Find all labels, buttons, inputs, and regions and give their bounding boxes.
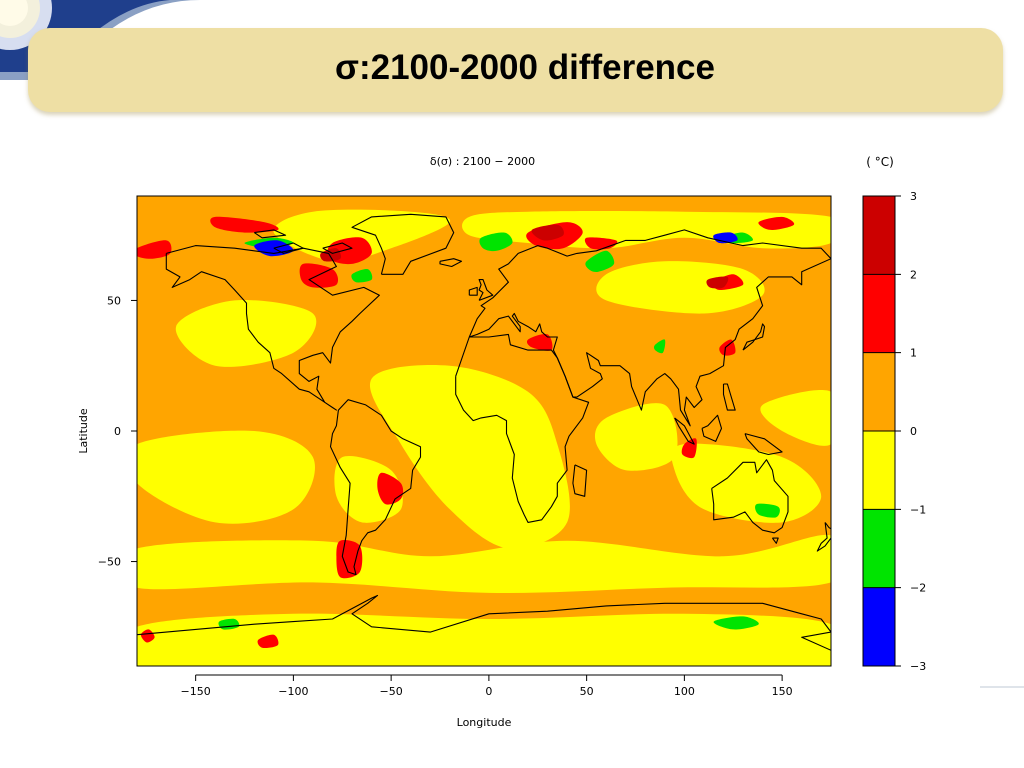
- coastline: [322, 242, 353, 254]
- contour-region-green: [755, 503, 780, 518]
- coastline: [137, 594, 831, 651]
- y-axis: −50 0 50: [98, 294, 137, 569]
- contour-region-red: [257, 634, 279, 648]
- colorbar: −3 −2 −1 0 1 2 3: [862, 190, 926, 673]
- x-tick-label: −100: [278, 685, 308, 698]
- coastline: [478, 279, 494, 301]
- colorbar-swatch: [863, 196, 895, 275]
- coastline: [722, 383, 736, 411]
- y-tick-label: 50: [107, 294, 121, 307]
- contour-region-yellow: [760, 390, 831, 446]
- contour-region-red: [137, 240, 172, 259]
- plot-title: δ(σ) : 2100 − 2000: [429, 155, 536, 168]
- colorbar-tick-label: 2: [910, 268, 917, 281]
- contour-region-yellow: [594, 403, 678, 471]
- contour-region-green: [351, 268, 373, 283]
- coastline: [273, 242, 304, 254]
- y-tick-label: −50: [98, 556, 121, 569]
- colorbar-tick-label: 1: [910, 347, 917, 360]
- colorbar-tick-label: −3: [910, 660, 926, 673]
- coastline: [253, 229, 287, 239]
- contour-region-red: [758, 216, 795, 230]
- coastline: [711, 459, 789, 534]
- contour-region-green: [653, 339, 666, 354]
- contour-region-red: [210, 216, 279, 233]
- contour-region-yellow: [273, 209, 451, 262]
- x-tick-label: 50: [580, 685, 594, 698]
- contour-region-dark-red: [531, 224, 564, 241]
- y-tick-label: 0: [114, 425, 121, 438]
- contour-region-red: [336, 540, 363, 579]
- x-axis: −150 −100 −50 0 50 100 150: [181, 674, 793, 698]
- contour-region-red: [526, 334, 553, 351]
- footer-rule: [980, 686, 1024, 688]
- contour-fill-layer: [137, 196, 831, 666]
- contour-region-red: [140, 629, 155, 643]
- x-tick-label: 0: [485, 685, 492, 698]
- coastline: [744, 433, 783, 456]
- coastline: [329, 399, 422, 576]
- coastline: [572, 464, 588, 497]
- slide-title: σ:2100-2000 difference: [335, 48, 715, 87]
- coastline: [816, 522, 831, 552]
- contour-region-yellow: [137, 430, 315, 524]
- contour-region-yellow: [671, 443, 822, 523]
- contour-region-red: [719, 339, 736, 356]
- coastline-layer: [137, 213, 831, 651]
- colorbar-swatch: [863, 587, 895, 666]
- coastline: [701, 414, 723, 442]
- contour-region-red: [299, 263, 339, 288]
- coastline: [742, 323, 766, 351]
- contour-region-green: [713, 616, 759, 630]
- contour-region-red: [377, 472, 404, 505]
- x-tick-label: 150: [772, 685, 793, 698]
- colorbar-swatch: [863, 431, 895, 510]
- contour-region-yellow: [137, 613, 831, 666]
- contour-region-yellow: [137, 534, 831, 594]
- coastline: [455, 333, 590, 523]
- contour-region-yellow: [369, 364, 570, 549]
- contour-region-dark-red: [320, 248, 341, 262]
- colorbar-tick-label: 3: [910, 190, 917, 203]
- colorbar-unit-label: ( °C): [866, 155, 894, 169]
- contour-region-green: [479, 232, 513, 252]
- coastline: [674, 417, 695, 445]
- coastline: [165, 245, 380, 411]
- x-tick-label: −150: [181, 685, 211, 698]
- coastline: [468, 286, 478, 296]
- x-tick-label: −50: [380, 685, 403, 698]
- x-tick-label: 100: [674, 685, 695, 698]
- contour-region-yellow: [175, 300, 317, 367]
- colorbar-swatch: [863, 274, 895, 353]
- colorbar-tick-label: −2: [910, 582, 926, 595]
- colorbar-swatch: [863, 509, 895, 588]
- coastline: [771, 537, 779, 544]
- coastline: [468, 229, 831, 427]
- title-banner: [28, 28, 1003, 112]
- contour-region-yellow: [596, 261, 765, 314]
- contour-region-dark-red: [706, 276, 729, 289]
- contour-region-yellow: [334, 455, 403, 523]
- x-axis-title: Longitude: [457, 716, 512, 729]
- y-axis-title: Latitude: [77, 408, 90, 454]
- contour-region-green: [585, 250, 615, 272]
- colorbar-swatch: [863, 352, 895, 431]
- coastline: [439, 258, 463, 268]
- coastline: [351, 213, 455, 275]
- colorbar-tick-label: 0: [910, 425, 917, 438]
- colorbar-tick-label: −1: [910, 503, 926, 516]
